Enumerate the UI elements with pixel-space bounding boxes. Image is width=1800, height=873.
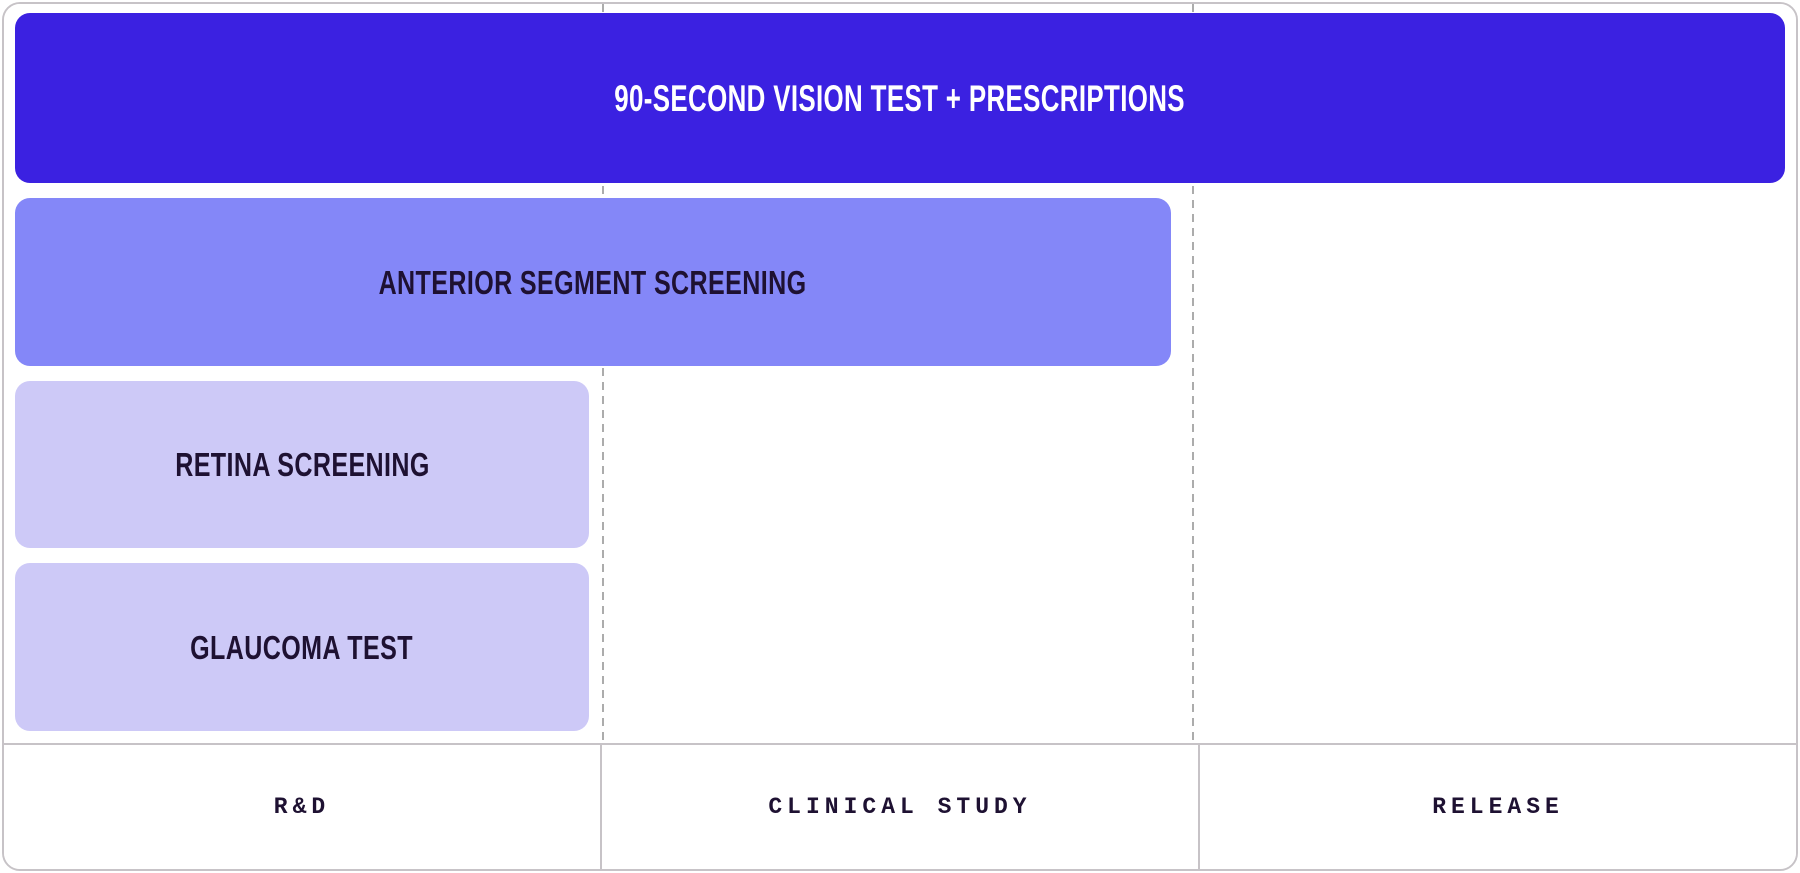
roadmap-bar-label: 90-SECOND VISION TEST + PRESCRIPTIONS — [614, 77, 1186, 119]
roadmap-chart-area: 90-SECOND VISION TEST + PRESCRIPTIONS AN… — [4, 4, 1796, 743]
phase-divider-dashed-2 — [1192, 4, 1194, 743]
roadmap-bar-vision-test: 90-SECOND VISION TEST + PRESCRIPTIONS — [15, 13, 1785, 183]
phase-divider-dashed-1 — [602, 4, 604, 743]
roadmap-bar-anterior-segment: ANTERIOR SEGMENT SCREENING — [15, 198, 1171, 366]
roadmap-bar-glaucoma-test: GLAUCOMA TEST — [15, 563, 589, 731]
roadmap-bar-label: GLAUCOMA TEST — [190, 628, 414, 666]
roadmap-bar-label: ANTERIOR SEGMENT SCREENING — [379, 263, 807, 301]
phase-label-release: RELEASE — [1432, 794, 1564, 820]
roadmap-bar-label: RETINA SCREENING — [174, 446, 430, 483]
phase-cell-clinical-study: CLINICAL STUDY — [600, 745, 1198, 869]
phase-label-clinical-study: CLINICAL STUDY — [768, 794, 1032, 820]
phase-cell-rd: R&D — [4, 745, 600, 869]
phase-label-rd: R&D — [273, 794, 331, 820]
phase-axis-footer: R&D CLINICAL STUDY RELEASE — [4, 743, 1796, 869]
roadmap-bar-retina-screening: RETINA SCREENING — [15, 381, 589, 548]
phase-cell-release: RELEASE — [1198, 745, 1796, 869]
